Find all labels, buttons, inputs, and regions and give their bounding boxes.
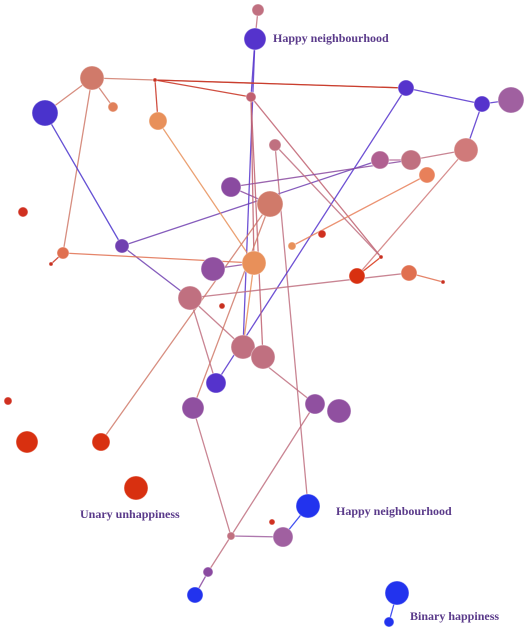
node bbox=[226, 531, 236, 541]
node bbox=[287, 241, 297, 251]
node bbox=[243, 27, 267, 51]
edge bbox=[157, 120, 255, 264]
edge bbox=[154, 79, 407, 89]
node-label: Happy neighbourhood bbox=[336, 504, 452, 518]
edge bbox=[405, 87, 483, 105]
edge bbox=[250, 96, 382, 258]
edge bbox=[62, 77, 93, 254]
node bbox=[107, 101, 119, 113]
node bbox=[17, 206, 29, 218]
node bbox=[114, 238, 130, 254]
edge bbox=[189, 272, 410, 299]
node bbox=[268, 518, 276, 526]
node bbox=[15, 430, 39, 454]
nodes bbox=[3, 3, 525, 628]
edge bbox=[274, 144, 382, 258]
node bbox=[326, 398, 352, 424]
node bbox=[304, 393, 326, 415]
node bbox=[272, 526, 294, 548]
edge bbox=[44, 112, 123, 247]
node-label: Happy neighbourhood bbox=[273, 31, 389, 45]
edge bbox=[250, 96, 264, 358]
node bbox=[230, 334, 256, 360]
edge bbox=[189, 297, 244, 348]
edge bbox=[207, 535, 232, 573]
node bbox=[418, 166, 436, 184]
node bbox=[251, 3, 265, 17]
edge bbox=[121, 159, 381, 247]
node bbox=[186, 586, 204, 604]
edge bbox=[242, 262, 255, 348]
node bbox=[3, 396, 13, 406]
node bbox=[79, 65, 105, 91]
node bbox=[397, 79, 415, 97]
edge bbox=[192, 203, 271, 409]
node-label: Binary happiness bbox=[410, 609, 499, 623]
node-label: Unary unhappiness bbox=[80, 507, 180, 521]
edge bbox=[291, 174, 428, 247]
node bbox=[384, 580, 410, 606]
node bbox=[245, 91, 257, 103]
node bbox=[383, 616, 395, 628]
node bbox=[317, 229, 327, 239]
edge bbox=[242, 38, 256, 348]
node bbox=[440, 279, 446, 285]
node bbox=[202, 566, 214, 578]
edge bbox=[250, 96, 255, 264]
node bbox=[378, 254, 384, 260]
node bbox=[123, 475, 149, 501]
node bbox=[56, 246, 70, 260]
edge bbox=[192, 407, 232, 537]
node bbox=[152, 77, 158, 83]
node bbox=[268, 138, 282, 152]
node bbox=[241, 250, 267, 276]
node bbox=[205, 372, 227, 394]
edge bbox=[189, 297, 217, 384]
node bbox=[497, 86, 525, 114]
node bbox=[148, 111, 168, 131]
edge bbox=[154, 79, 252, 98]
node bbox=[177, 285, 203, 311]
node bbox=[220, 176, 242, 198]
node bbox=[91, 432, 111, 452]
node bbox=[200, 256, 226, 282]
node bbox=[400, 264, 418, 282]
node bbox=[473, 95, 491, 113]
edge bbox=[230, 403, 316, 537]
node bbox=[453, 137, 479, 163]
node bbox=[181, 396, 205, 420]
node bbox=[370, 150, 390, 170]
edge bbox=[121, 245, 191, 299]
edge bbox=[356, 149, 467, 277]
edge bbox=[100, 203, 271, 443]
node bbox=[250, 344, 276, 370]
node bbox=[256, 190, 284, 218]
node bbox=[348, 267, 366, 285]
edges bbox=[44, 9, 512, 623]
edge bbox=[62, 252, 255, 264]
node bbox=[295, 493, 321, 519]
node bbox=[400, 149, 422, 171]
node bbox=[31, 99, 59, 127]
node bbox=[48, 261, 54, 267]
node bbox=[218, 302, 226, 310]
